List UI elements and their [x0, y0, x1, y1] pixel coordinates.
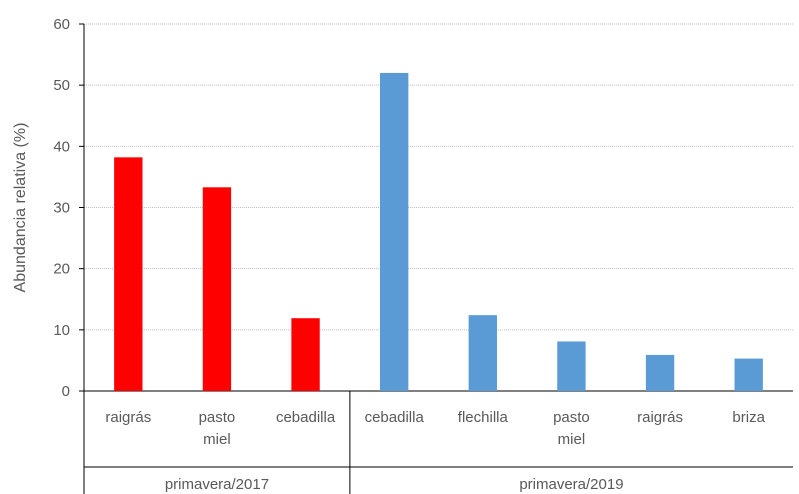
group-label: primavera/2019 — [519, 476, 623, 493]
x-tick-label: pasto — [199, 409, 236, 426]
y-tick-label: 20 — [53, 261, 70, 278]
x-tick-label: miel — [558, 431, 586, 448]
bar-briza-1 — [734, 358, 763, 391]
y-tick-label: 40 — [53, 138, 70, 155]
x-tick-label: cebadilla — [365, 409, 425, 426]
y-tick-label: 60 — [53, 16, 70, 33]
group-label: primavera/2017 — [165, 476, 269, 493]
y-axis-title: Abundancia relativa (%) — [12, 123, 29, 293]
x-tick-label: pasto — [553, 409, 590, 426]
y-tick-label: 0 — [62, 383, 70, 400]
y-tick-label: 50 — [53, 77, 70, 94]
bar-flechilla-1 — [468, 315, 497, 391]
x-tick-label: miel — [203, 431, 231, 448]
x-tick-label: raigrás — [637, 409, 683, 426]
x-tick-label: cebadilla — [276, 409, 336, 426]
y-tick-label: 30 — [53, 200, 70, 217]
bar-pasto-miel-0 — [202, 187, 232, 391]
bar-pasto-miel-1 — [557, 341, 586, 391]
bar-raigrás-1 — [645, 354, 675, 391]
bar-cebadilla-0 — [291, 318, 320, 391]
bar-cebadilla-1 — [380, 72, 409, 391]
bar-raigrás-0 — [114, 157, 143, 391]
x-tick-label: flechilla — [458, 409, 509, 426]
x-tick-label: raigrás — [105, 409, 151, 426]
y-tick-label: 10 — [53, 322, 70, 339]
x-tick-label: briza — [732, 409, 765, 426]
